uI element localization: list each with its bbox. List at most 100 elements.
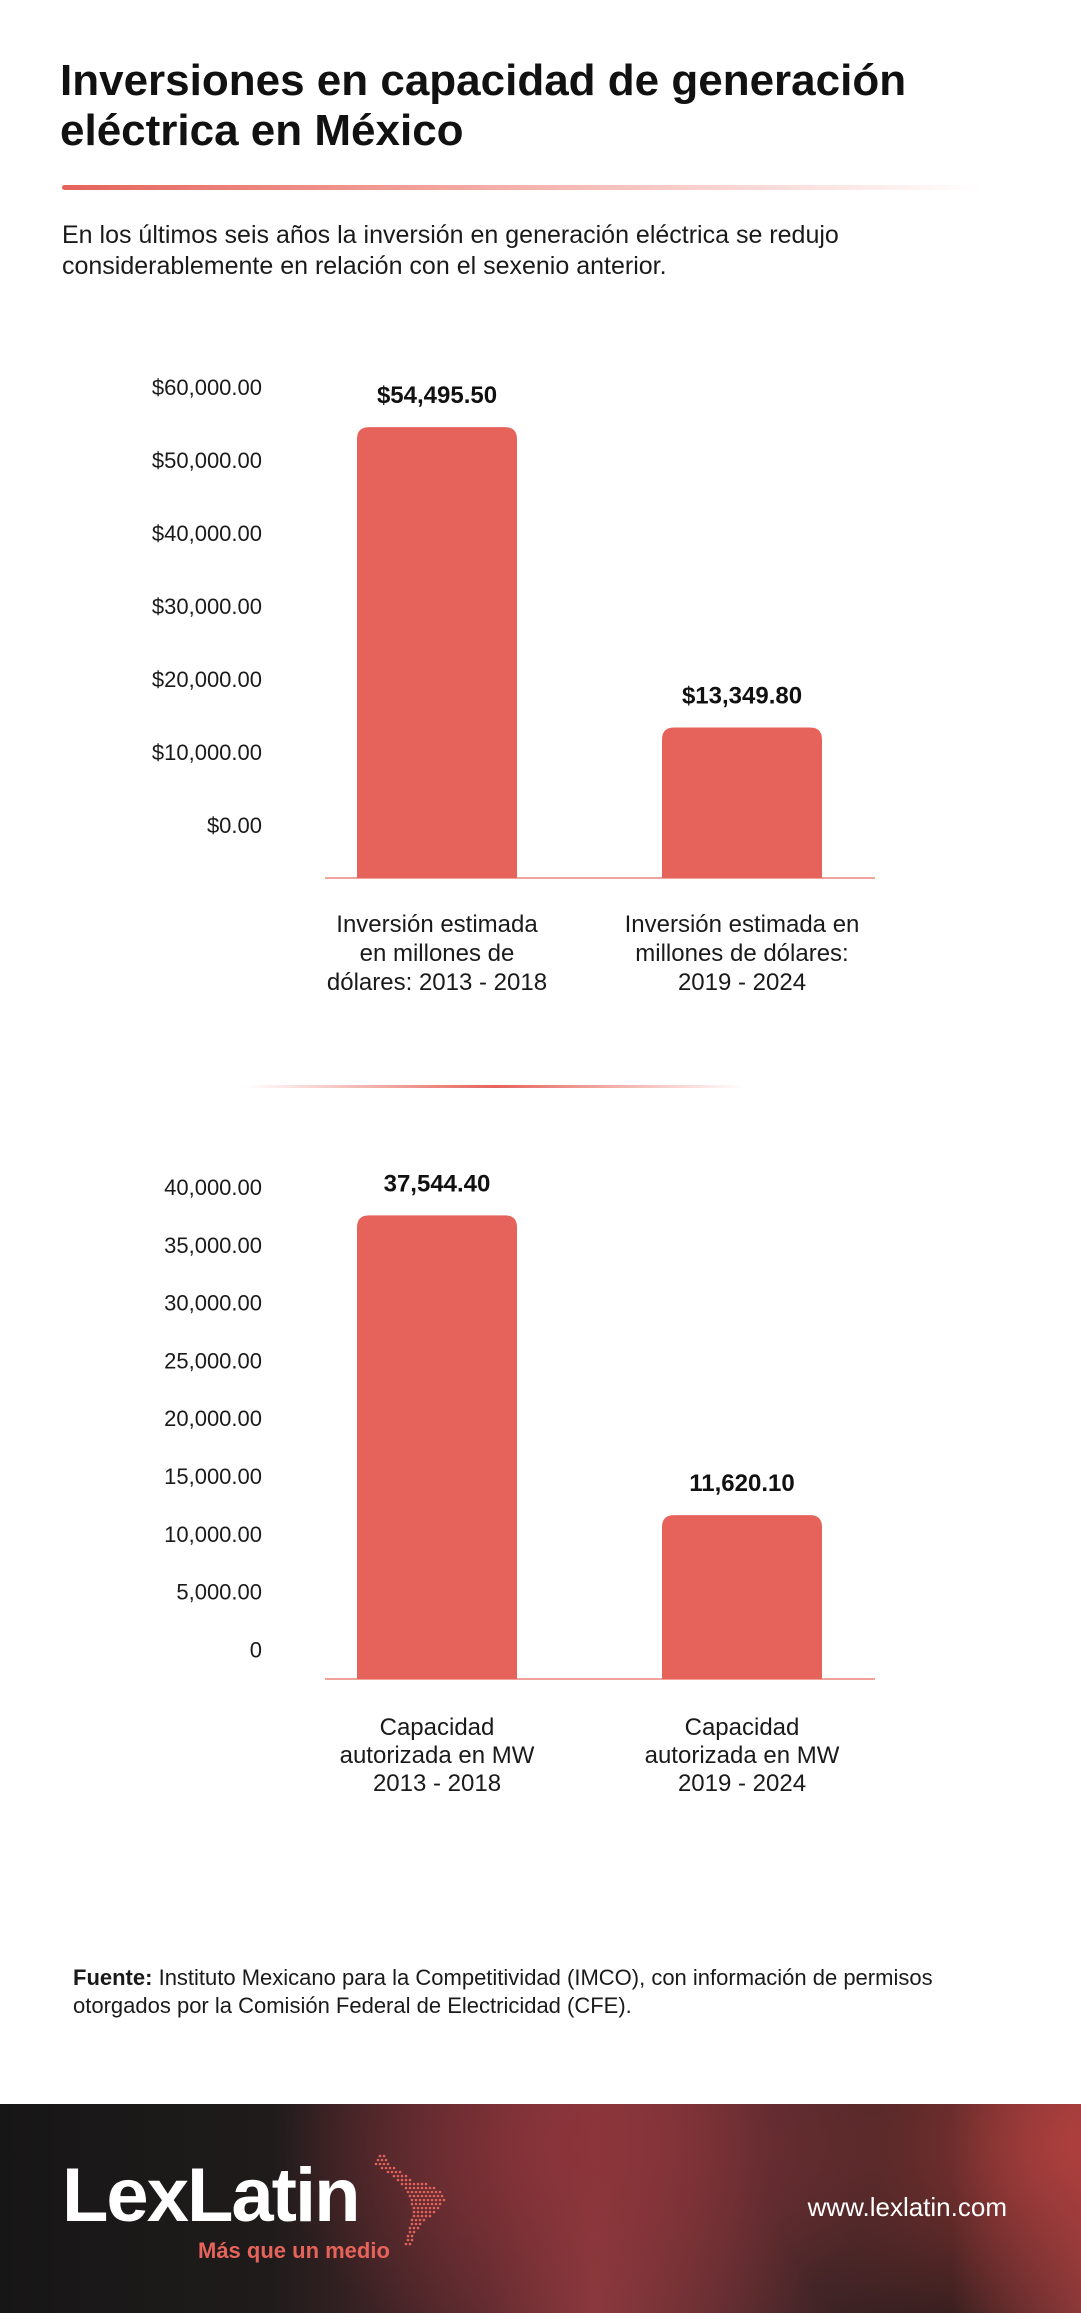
brand-tagline: Más que un medio bbox=[198, 2238, 390, 2263]
map-dot bbox=[416, 2214, 420, 2218]
map-dot bbox=[426, 2202, 430, 2206]
y-tick-label: 5,000.00 bbox=[176, 1580, 262, 1605]
data-label: 11,620.10 bbox=[689, 1470, 794, 1497]
map-dot bbox=[396, 2178, 400, 2182]
map-dot bbox=[412, 2182, 416, 2186]
map-dot bbox=[408, 2182, 412, 2186]
map-dot bbox=[426, 2198, 430, 2202]
map-dot bbox=[384, 2158, 388, 2162]
page-subtitle: En los últimos seis años la inversión en… bbox=[62, 221, 839, 280]
data-label: $13,349.80 bbox=[682, 683, 802, 710]
map-dot bbox=[422, 2218, 426, 2222]
data-label: 37,544.40 bbox=[384, 1170, 491, 1197]
chart-0-svg: $0.00 $10,000.00 $20,000.00 $30,000.00 $40,0… bbox=[152, 375, 875, 996]
map-dot bbox=[440, 2194, 444, 2198]
map-dot bbox=[412, 2230, 416, 2234]
y-tick-label: $20,000.00 bbox=[152, 667, 262, 692]
footer: LexLatin Más que un medio www.lexlatin.c… bbox=[0, 2104, 1081, 2313]
map-dot bbox=[404, 2182, 408, 2186]
chart-1-svg: 0 5,000.00 10,000.00 15,000.00 20,000.00 25,0… bbox=[164, 1170, 875, 1797]
map-dot bbox=[416, 2186, 420, 2190]
x-category-label: 2019 - 2024 bbox=[678, 1770, 806, 1797]
map-dot bbox=[418, 2222, 422, 2226]
map-dot bbox=[428, 2206, 432, 2210]
map-dot bbox=[424, 2186, 428, 2190]
title-divider bbox=[62, 185, 982, 190]
bar bbox=[662, 727, 822, 878]
x-category-label: Inversión estimada bbox=[336, 911, 538, 938]
source-label: Fuente: bbox=[73, 1965, 153, 1990]
website-link[interactable]: www.lexlatin.com bbox=[807, 2192, 1007, 2222]
x-category-label: autorizada en MW bbox=[645, 1742, 840, 1769]
map-dot bbox=[412, 2186, 416, 2190]
map-dot bbox=[404, 2178, 408, 2182]
map-dot bbox=[422, 2202, 426, 2206]
map-dot bbox=[408, 2186, 412, 2190]
x-category-label: Capacidad bbox=[380, 1714, 495, 1741]
map-dot bbox=[392, 2174, 396, 2178]
map-dot bbox=[392, 2166, 396, 2170]
map-dot bbox=[406, 2190, 410, 2194]
map-dot bbox=[418, 2198, 422, 2202]
map-dot bbox=[378, 2154, 382, 2158]
y-tick-label: $60,000.00 bbox=[152, 375, 262, 400]
y-tick-label: $0.00 bbox=[207, 813, 262, 838]
bar bbox=[357, 427, 517, 878]
map-dot bbox=[410, 2234, 414, 2238]
map-dot bbox=[432, 2194, 436, 2198]
page-title: Inversiones en capacidad de generación e… bbox=[60, 56, 907, 155]
map-dot bbox=[404, 2186, 408, 2190]
map-dot bbox=[382, 2154, 386, 2158]
map-dot bbox=[408, 2230, 412, 2234]
map-dot bbox=[380, 2166, 384, 2170]
map-dot bbox=[408, 2242, 412, 2246]
map-dot bbox=[424, 2214, 428, 2218]
map-dot bbox=[420, 2194, 424, 2198]
section-divider bbox=[245, 1085, 745, 1088]
map-dot bbox=[410, 2190, 414, 2194]
y-tick-label: 15,000.00 bbox=[164, 1464, 262, 1489]
map-dot bbox=[404, 2174, 408, 2178]
y-tick-label: $50,000.00 bbox=[152, 448, 262, 473]
map-dot bbox=[436, 2194, 440, 2198]
map-dot bbox=[412, 2194, 416, 2198]
map-dot bbox=[416, 2206, 420, 2210]
map-dot bbox=[414, 2202, 418, 2206]
y-tick-label: 25,000.00 bbox=[164, 1348, 262, 1373]
map-dot bbox=[378, 2162, 382, 2166]
map-dot bbox=[422, 2198, 426, 2202]
map-dot bbox=[428, 2194, 432, 2198]
bar bbox=[662, 1515, 822, 1679]
x-category-label: dólares: 2013 - 2018 bbox=[327, 969, 547, 996]
map-dot bbox=[412, 2226, 416, 2230]
map-dot bbox=[374, 2162, 378, 2166]
map-dot bbox=[428, 2214, 432, 2218]
latin-america-map-icon bbox=[374, 2154, 446, 2246]
map-dot bbox=[414, 2190, 418, 2194]
brand-logo[interactable]: LexLatin bbox=[62, 2153, 360, 2238]
map-dot bbox=[404, 2242, 408, 2246]
map-dot bbox=[420, 2186, 424, 2190]
map-dot bbox=[414, 2218, 418, 2222]
x-category-label: autorizada en MW bbox=[340, 1742, 535, 1769]
source-note: Fuente: Instituto Mexicano para la Compe… bbox=[73, 1964, 1013, 2020]
map-dot bbox=[396, 2174, 400, 2178]
map-dot bbox=[386, 2170, 390, 2174]
map-dot bbox=[432, 2210, 436, 2214]
map-dot bbox=[424, 2194, 428, 2198]
y-tick-label: 35,000.00 bbox=[164, 1233, 262, 1258]
map-dot bbox=[412, 2210, 416, 2214]
map-dot bbox=[408, 2178, 412, 2182]
source-text: Instituto Mexicano para la Competitivida… bbox=[73, 1965, 933, 2018]
x-category-label: 2019 - 2024 bbox=[678, 969, 806, 996]
x-category-label: 2013 - 2018 bbox=[373, 1770, 501, 1797]
map-dot bbox=[420, 2210, 424, 2214]
map-dot bbox=[442, 2198, 446, 2202]
map-dot bbox=[420, 2182, 424, 2186]
map-dot bbox=[400, 2182, 404, 2186]
map-dot bbox=[420, 2214, 424, 2218]
map-dot bbox=[410, 2218, 414, 2222]
bar bbox=[357, 1215, 517, 1679]
map-dot bbox=[388, 2166, 392, 2170]
map-dot bbox=[394, 2170, 398, 2174]
